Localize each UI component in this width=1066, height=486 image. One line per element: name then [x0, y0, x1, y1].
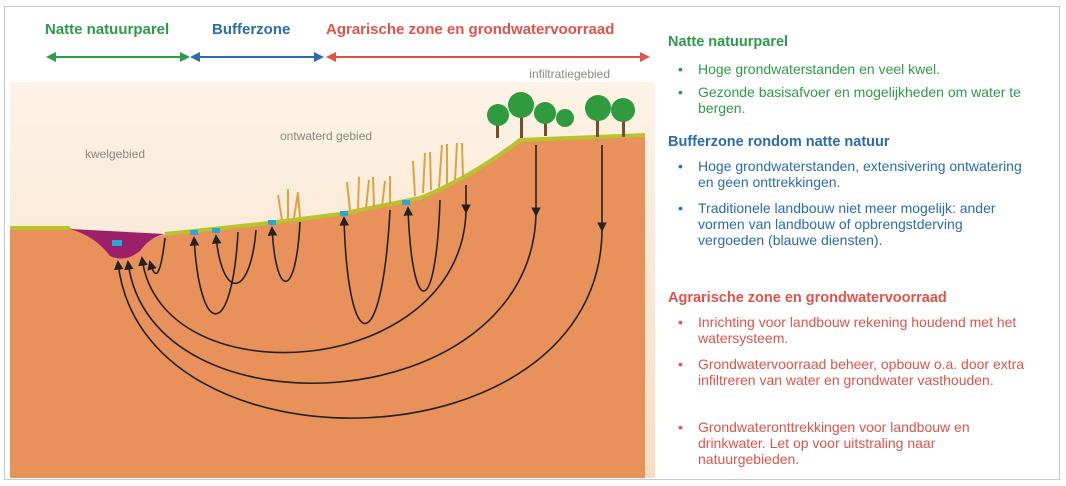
area-label: infiltratiegebied [529, 67, 610, 81]
ground [10, 135, 645, 478]
legend-item: Gezonde basisafvoer en mogelijkheden om … [678, 84, 1028, 116]
trees [487, 92, 635, 138]
frame [4, 6, 1060, 480]
legend-heading: Agrarische zone en grondwatervoorraad [668, 290, 947, 306]
legend-heading: Natte natuurparel [668, 34, 789, 50]
legend-item: Grondwateronttrekkingen voor landbouw en… [678, 419, 1028, 467]
legend-item: Hoge grondwaterstanden, extensivering on… [678, 158, 1028, 190]
area-label: ontwaterd gebied [280, 129, 372, 143]
ditches [112, 200, 410, 246]
legend-item: Grondwatervoorraad beheer, opbouw o.a. d… [678, 356, 1028, 388]
cross-section: Natte natuurparel Bufferzone Agrarische … [10, 21, 655, 478]
legend-heading: Bufferzone rondom natte natuur [668, 134, 890, 150]
area-label: kwelgebied [85, 147, 145, 161]
legend-item: Hoge grondwaterstanden en veel kwel. [678, 61, 1028, 77]
reeds [277, 142, 464, 221]
zone-label: Agrarische zone en grondwatervoorraad [326, 21, 614, 38]
legend-item: Inrichting voor landbouw rekening houden… [678, 314, 1028, 346]
flow-lines [114, 145, 607, 419]
zone-label: Natte natuurparel [45, 21, 169, 38]
zone-label: Bufferzone [212, 21, 290, 38]
legend-item: Traditionele landbouw niet meer mogelijk… [678, 200, 1028, 248]
